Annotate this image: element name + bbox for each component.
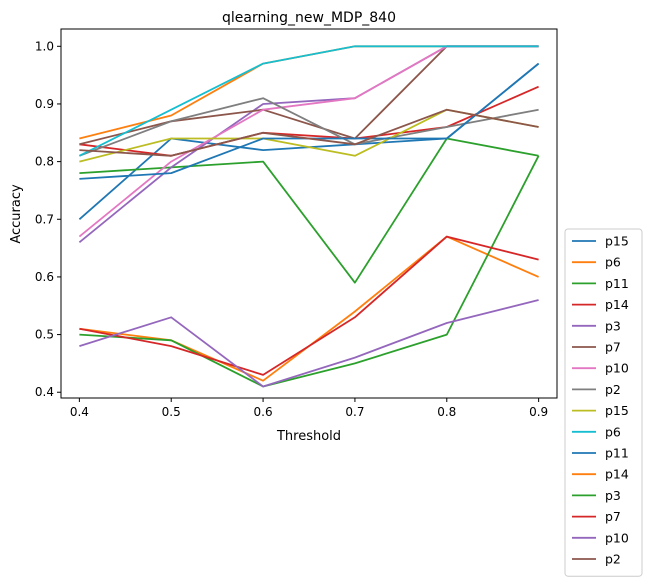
x-tick-label: 0.6: [254, 405, 273, 419]
y-axis-ticks: 0.4 0.5 0.6 0.7 0.8 0.9 1.0: [35, 39, 61, 399]
y-tick-label: 0.6: [35, 270, 54, 284]
y-tick-label: 1.0: [35, 39, 54, 53]
x-tick-label: 0.8: [437, 405, 456, 419]
chart-title: qlearning_new_MDP_840: [222, 10, 396, 26]
legend-label: p6: [605, 424, 621, 439]
legend-label: p2: [605, 552, 621, 567]
legend-label: p15: [605, 403, 629, 418]
y-tick-label: 0.9: [35, 97, 54, 111]
series-line-p11-2: [79, 137, 539, 284]
legend-label: p6: [605, 255, 621, 270]
legend-label: p15: [605, 234, 629, 249]
x-axis-ticks: 0.4 0.5 0.6 0.7 0.8 0.9: [70, 398, 548, 419]
y-tick-label: 0.5: [35, 328, 54, 342]
legend-label: p3: [605, 488, 621, 503]
legend-label: p7: [605, 340, 621, 355]
series-line-p6-9: [78, 45, 539, 157]
y-tick-label: 0.8: [35, 155, 54, 169]
legend-label: p2: [605, 382, 621, 397]
y-axis-label: Accuracy: [9, 184, 24, 244]
plot-area: [78, 45, 540, 388]
series-line-p14-3: [79, 85, 539, 157]
legend-label: p11: [605, 446, 629, 461]
x-tick-label: 0.4: [70, 405, 89, 419]
series-line-p3-12: [79, 155, 540, 388]
legend: p15 p6 p11 p14 p3 p7 p10 p2 p15 p6 p11 p14 p3 p7 p10 p2: [564, 228, 643, 577]
legend-label: p11: [605, 276, 629, 291]
legend-box: [564, 228, 643, 577]
legend-label: p10: [605, 530, 629, 545]
series-line-p10-14: [79, 299, 539, 388]
series-line-p15-0: [78, 62, 540, 220]
series-line-p2-7: [79, 97, 539, 157]
series-line-p7-13: [79, 235, 539, 376]
legend-label: p10: [605, 361, 629, 376]
legend-label: p14: [605, 467, 629, 482]
x-tick-label: 0.9: [529, 405, 548, 419]
x-axis-label: Threshold: [276, 429, 341, 444]
y-tick-label: 0.4: [35, 385, 54, 399]
series-line-p14-11: [79, 235, 539, 382]
series-line-p2-15: [79, 108, 539, 157]
y-tick-label: 0.7: [35, 212, 54, 226]
legend-label: p7: [605, 509, 621, 524]
series-line-p10-6: [78, 45, 539, 238]
x-tick-label: 0.7: [345, 405, 364, 419]
legend-label: p3: [605, 318, 621, 333]
legend-label: p14: [605, 297, 629, 312]
axes-frame: [60, 28, 558, 399]
x-tick-label: 0.5: [162, 405, 181, 419]
